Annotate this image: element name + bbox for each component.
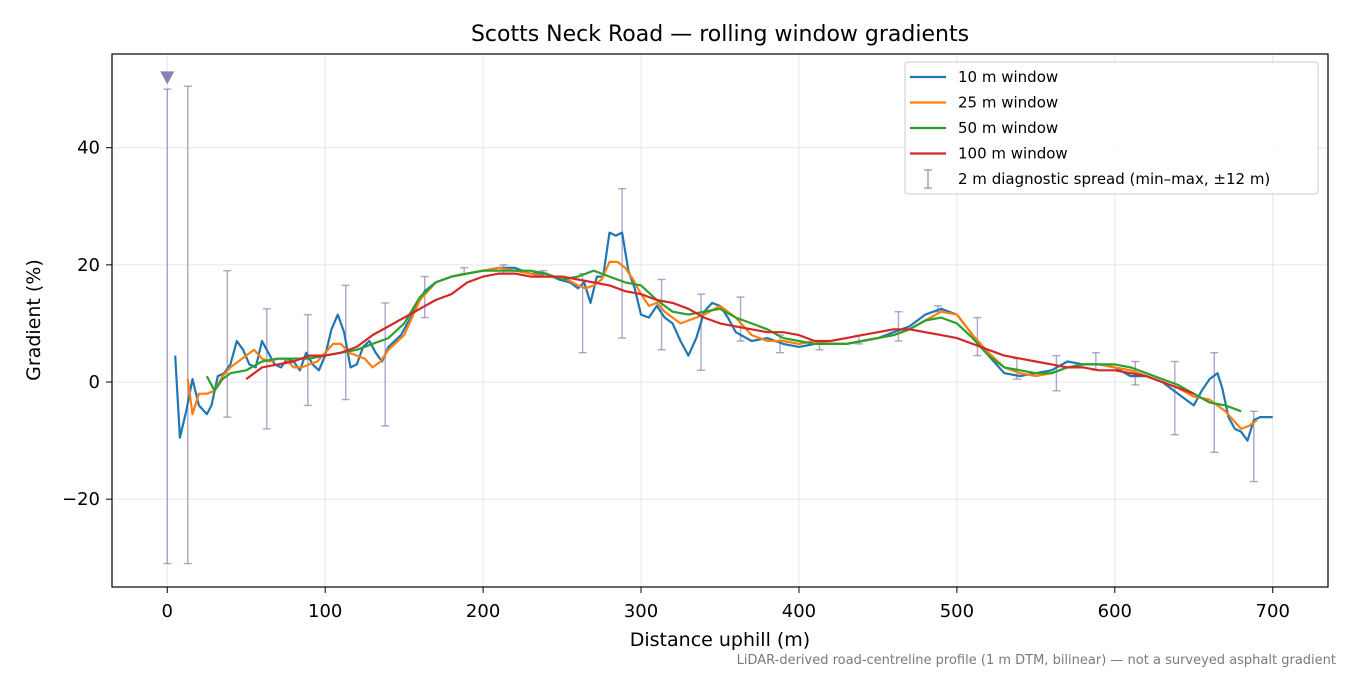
y-axis-label: Gradient (%) xyxy=(23,259,45,381)
error-bar xyxy=(262,308,271,430)
legend-label: 10 m window xyxy=(958,68,1058,86)
y-tick-label: 20 xyxy=(77,255,100,276)
x-tick-label: 600 xyxy=(1098,601,1132,622)
legend-label: 2 m diagnostic spread (min–max, ±12 m) xyxy=(958,170,1270,188)
clipped-value-marker xyxy=(160,71,175,85)
legend-label: 25 m window xyxy=(958,94,1058,112)
legend-label: 100 m window xyxy=(958,145,1068,163)
error-bar xyxy=(303,313,312,407)
error-bar xyxy=(973,316,982,357)
x-axis-label: Distance uphill (m) xyxy=(630,629,810,651)
series-line-100-m-window xyxy=(245,272,1195,395)
x-tick-label: 200 xyxy=(466,601,500,622)
y-tick-label: −20 xyxy=(62,489,100,510)
error-bar xyxy=(1052,354,1061,392)
error-bar xyxy=(381,302,390,427)
legend-entry: 50 m window xyxy=(910,119,1058,137)
diagnostic-spread-error-bars xyxy=(163,85,1258,565)
legend-label: 50 m window xyxy=(958,119,1058,137)
footnote: LiDAR-derived road-centreline profile (1… xyxy=(737,653,1336,668)
series-line-50-m-window xyxy=(205,269,1242,413)
y-tick-label: 0 xyxy=(89,372,100,393)
legend-entry: 10 m window xyxy=(910,68,1058,86)
y-tick-label: 40 xyxy=(77,138,100,159)
error-bar xyxy=(1091,352,1100,371)
legend-entry: 25 m window xyxy=(910,94,1058,112)
error-bar xyxy=(894,311,903,342)
legend-swatch xyxy=(924,169,932,189)
x-tick-label: 500 xyxy=(940,601,974,622)
x-tick-label: 400 xyxy=(782,601,816,622)
x-axis-ticks: 0 100 200 300 400 500 600 700 xyxy=(162,587,1290,622)
clipped-marker-triangle xyxy=(160,71,175,85)
error-bar xyxy=(618,188,627,339)
error-bar xyxy=(420,275,429,319)
legend: 10 m window 25 m window 50 m window 100 m w… xyxy=(904,61,1319,195)
x-tick-label: 100 xyxy=(308,601,342,622)
x-tick-label: 700 xyxy=(1256,601,1290,622)
legend-entry: 2 m diagnostic spread (min–max, ±12 m) xyxy=(924,169,1270,189)
y-axis-ticks: −20 0 20 40 xyxy=(62,138,112,510)
error-bar xyxy=(163,88,172,565)
error-bar xyxy=(183,85,192,565)
error-bar xyxy=(223,270,232,418)
chart-title: Scotts Neck Road — rolling window gradie… xyxy=(471,22,969,47)
error-bar xyxy=(1170,360,1179,436)
x-tick-label: 0 xyxy=(162,601,173,622)
legend-box xyxy=(904,61,1319,195)
x-tick-label: 300 xyxy=(624,601,658,622)
error-bar xyxy=(697,293,706,371)
legend-entry: 100 m window xyxy=(910,145,1068,163)
series-line-10-m-window xyxy=(174,231,1273,442)
series-line-25-m-window xyxy=(186,260,1258,430)
plot-frame xyxy=(111,53,1329,588)
data-series xyxy=(174,231,1273,442)
